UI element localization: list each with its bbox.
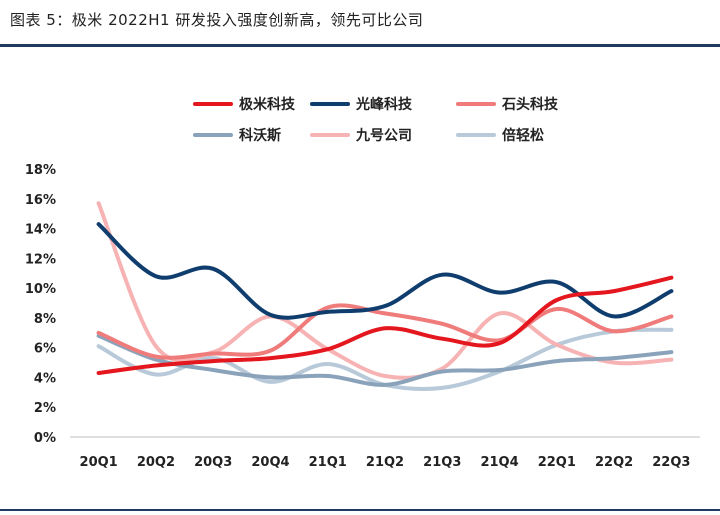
legend-label: 倍轻松 xyxy=(502,127,544,144)
x-tick-label: 21Q4 xyxy=(480,455,518,470)
x-tick-label: 21Q2 xyxy=(366,455,404,470)
x-tick-label: 20Q4 xyxy=(251,455,289,470)
y-tick-label: 10% xyxy=(25,282,56,297)
series-line-5 xyxy=(96,201,674,380)
x-tick-label: 22Q2 xyxy=(595,455,633,470)
legend-label: 石头科技 xyxy=(501,96,559,113)
series-line-3 xyxy=(96,303,674,360)
x-tick-label: 21Q3 xyxy=(423,455,461,470)
y-tick-label: 2% xyxy=(34,401,56,416)
y-tick-label: 0% xyxy=(34,431,56,446)
x-tick-label: 20Q1 xyxy=(80,455,118,470)
figure-title: 图表 5：极米 2022H1 研发投入强度创新高，领先可比公司 xyxy=(10,10,424,29)
y-tick-label: 6% xyxy=(34,342,56,357)
legend-label: 极米科技 xyxy=(239,96,296,113)
y-tick-label: 14% xyxy=(25,223,56,238)
y-tick-label: 4% xyxy=(34,371,56,386)
legend-label: 光峰科技 xyxy=(355,96,413,113)
top-divider xyxy=(0,44,720,47)
x-tick-label: 22Q1 xyxy=(538,455,576,470)
bottom-divider xyxy=(0,509,720,511)
figure-title-bar: 图表 5：极米 2022H1 研发投入强度创新高，领先可比公司 xyxy=(0,0,720,38)
x-tick-label: 20Q2 xyxy=(137,455,175,470)
legend-label: 科沃斯 xyxy=(239,127,281,144)
series-line-1 xyxy=(96,275,674,375)
y-tick-label: 16% xyxy=(25,193,56,208)
legend-label: 九号公司 xyxy=(355,128,412,144)
y-tick-label: 8% xyxy=(34,312,56,327)
series-line-2 xyxy=(96,222,674,320)
x-tick-label: 20Q3 xyxy=(194,455,232,470)
x-tick-label: 22Q3 xyxy=(652,455,690,470)
y-tick-label: 12% xyxy=(25,252,56,267)
y-tick-label: 18% xyxy=(25,163,56,178)
series-line-4 xyxy=(96,333,674,387)
x-tick-label: 21Q1 xyxy=(309,455,347,470)
